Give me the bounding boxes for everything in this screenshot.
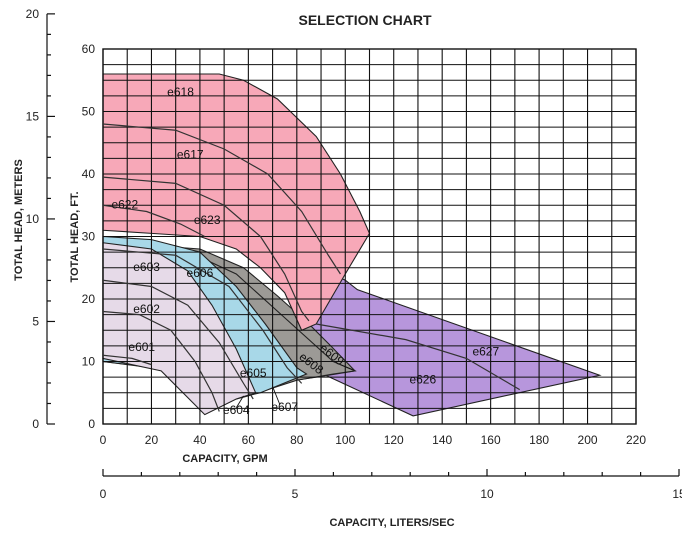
curve-e605 [102, 279, 254, 400]
x-tick-label: 60 [242, 433, 256, 447]
curve-label-e622: e622 [111, 197, 138, 211]
x-tick-label: 100 [335, 433, 355, 447]
curve-e622 [102, 204, 206, 238]
curve-e623 [102, 176, 310, 322]
secondary-y-tick-label: 15 [26, 109, 40, 123]
x-tick-label: 0 [100, 433, 107, 447]
x-tick-label: 20 [145, 433, 159, 447]
x-tick-label: 120 [384, 433, 404, 447]
y-tick-label: 50 [82, 105, 96, 119]
y-tick-label: 0 [88, 417, 95, 431]
region-label-e618: e618 [167, 85, 194, 99]
curve-e627 [316, 323, 521, 391]
secondary-axes-layer: 0 5 10 15 0 5 10 15 20 [26, 7, 682, 501]
x-tick-label: 220 [626, 433, 646, 447]
y-tick-label: 10 [82, 355, 96, 369]
x-tick-label: 80 [290, 433, 304, 447]
curve-label-e601: e601 [128, 340, 155, 354]
x-tick-label: 140 [432, 433, 452, 447]
y-tick-label: 40 [82, 167, 96, 181]
x-axis-label: CAPACITY, GPM [182, 453, 267, 465]
grid-layer [102, 48, 637, 425]
leader-e608 [340, 364, 353, 371]
secondary-x-tick-label: 5 [292, 487, 299, 501]
secondary-y-axis-label: TOTAL HEAD, METERS [13, 159, 25, 281]
y-tick-label: 60 [82, 42, 96, 56]
annotation-e607: e607 [271, 400, 298, 414]
curve-e617 [102, 123, 341, 275]
y-axis-label: TOTAL HEAD, FT. [69, 191, 81, 282]
secondary-y-tick-label: 20 [26, 7, 40, 21]
curve-e601 [102, 354, 152, 366]
region-label-e627: e627 [472, 344, 499, 358]
curve-e608 [102, 248, 303, 384]
y-tick-label: 20 [82, 292, 96, 306]
x-tick-label: 180 [529, 433, 549, 447]
secondary-y-tick-label: 0 [32, 417, 39, 431]
region-label-e603: e603 [133, 260, 160, 274]
annotation-e626: e626 [409, 372, 436, 386]
secondary-x-axis-label: CAPACITY, LITERS/SEC [329, 517, 454, 529]
chart-title: SELECTION CHART [299, 12, 432, 28]
secondary-x-tick-label: 0 [100, 487, 107, 501]
regions-layer [102, 73, 602, 417]
leader-e604 [235, 395, 244, 408]
ticks-layer: 0 20 40 60 80 100 120 140 160 180 200 220 0 10 20 30 40 5… [82, 42, 647, 447]
curve-e602 [102, 310, 220, 412]
y-tick-label: 30 [82, 230, 96, 244]
x-tick-label: 40 [193, 433, 207, 447]
secondary-x-tick-label: 15 [672, 487, 682, 501]
secondary-y-tick-label: 5 [32, 314, 39, 328]
region-label-e606: e606 [187, 266, 214, 280]
leader-e607 [272, 386, 281, 405]
curve-label-e623: e623 [194, 213, 221, 227]
annotation-e604: e604 [223, 403, 250, 417]
curves-layer [102, 123, 521, 412]
curve-label-e605: e605 [240, 366, 267, 380]
curve-label-e617: e617 [177, 147, 204, 161]
secondary-y-tick-label: 10 [26, 212, 40, 226]
x-tick-label: 200 [578, 433, 598, 447]
x-tick-label: 160 [481, 433, 501, 447]
plot-frame [102, 48, 637, 425]
secondary-x-tick-label: 10 [480, 487, 494, 501]
curve-label-e602: e602 [133, 302, 160, 316]
